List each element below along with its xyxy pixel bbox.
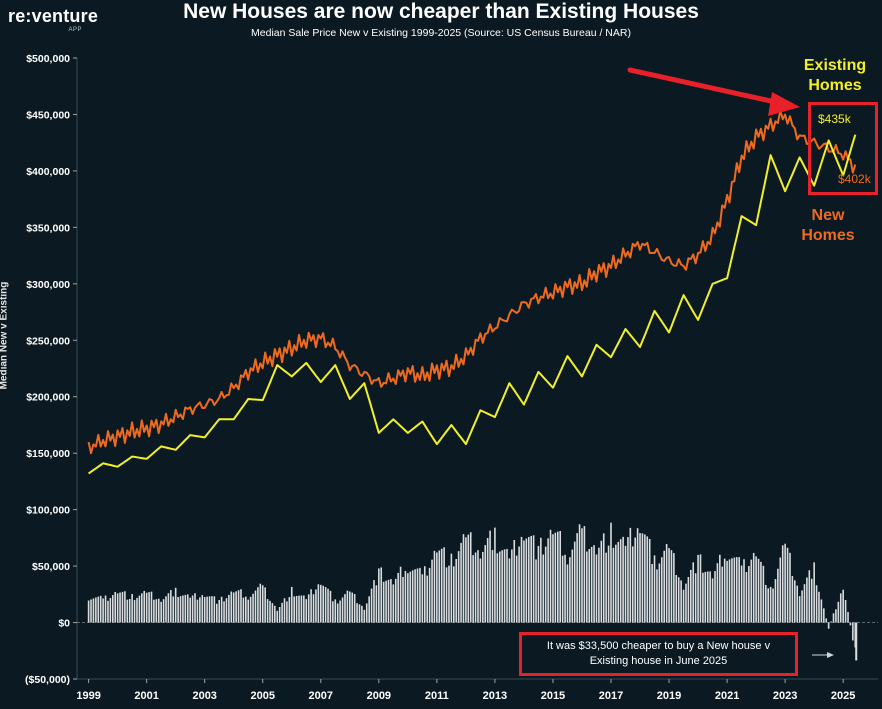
x-tick-label: 2001 — [134, 690, 158, 702]
y-tick-label: $200,000 — [26, 392, 70, 404]
y-tick-label: $250,000 — [26, 335, 70, 347]
brand-logo: re:venture APP — [8, 6, 99, 36]
tick-labels: ($50,000) $0 $50,000 $100,000 $150,000 $200,0… — [25, 53, 855, 702]
x-tick-label: 2021 — [715, 690, 739, 702]
x-tick-label: 1999 — [76, 690, 100, 702]
note-pointer-head — [827, 652, 834, 658]
existing-end-value: $435k — [818, 112, 851, 126]
new-homes-line — [87, 109, 857, 455]
new-homes-label: New Homes — [801, 207, 855, 244]
x-tick-label: 2009 — [367, 690, 391, 702]
chart-subtitle: Median Sale Price New v Existing 1999-20… — [251, 27, 631, 39]
y-tick-label: $50,000 — [32, 561, 70, 573]
existing-homes-line — [88, 134, 857, 475]
june-2025-note: It was $33,500 cheaper to buy a New hous… — [519, 632, 798, 676]
y-tick-label: $450,000 — [26, 109, 70, 121]
new-end-value: $402k — [838, 172, 871, 186]
y-tick-label: $500,000 — [26, 53, 70, 65]
y-tick-label: $150,000 — [26, 448, 70, 460]
x-tick-label: 2025 — [831, 690, 855, 702]
y-tick-label: $100,000 — [26, 505, 70, 517]
y-tick-label: $350,000 — [26, 222, 70, 234]
x-tick-label: 2003 — [192, 690, 216, 702]
y-tick-label: $300,000 — [26, 279, 70, 291]
x-tick-label: 2007 — [309, 690, 333, 702]
callout-arrows — [627, 67, 834, 658]
brand-sub: APP — [68, 27, 82, 33]
x-tick-label: 2013 — [483, 690, 507, 702]
x-tick-label: 2015 — [541, 690, 565, 702]
callout-arrow-shaft — [627, 67, 783, 106]
brand-name: re:venture — [8, 6, 99, 26]
x-tick-label: 2023 — [773, 690, 797, 702]
latest-values-highlight — [808, 102, 878, 195]
x-tick-label: 2017 — [599, 690, 623, 702]
y-tick-label: $400,000 — [26, 166, 70, 178]
series-lines — [87, 109, 857, 475]
x-tick-label: 2011 — [425, 690, 449, 702]
x-tick-label: 2019 — [657, 690, 681, 702]
existing-homes-label: Existing Homes — [803, 57, 867, 94]
callout-arrow-head — [768, 92, 800, 116]
difference-bars — [87, 522, 858, 661]
x-tick-label: 2005 — [250, 690, 274, 702]
y-tick-label: $0 — [58, 618, 70, 630]
y-tick-label: ($50,000) — [25, 674, 70, 686]
chart-title: New Houses are now cheaper than Existing… — [183, 0, 699, 23]
